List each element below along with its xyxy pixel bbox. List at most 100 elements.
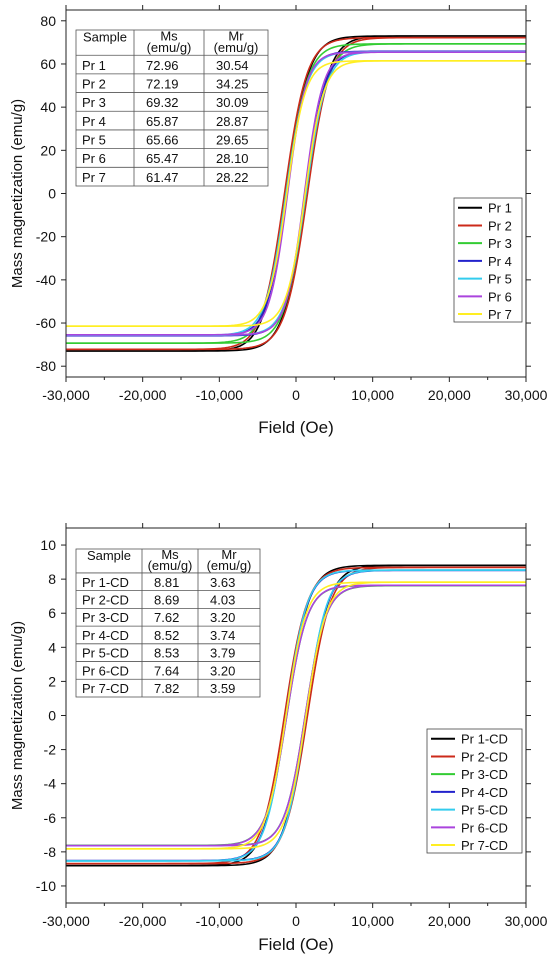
- table-frame: [75, 29, 269, 187]
- table-cell: 72.19: [146, 76, 179, 91]
- table-cell: Pr 3: [82, 95, 106, 110]
- x-tick-label: 10,000: [351, 913, 394, 929]
- y-tick-label: 10: [40, 537, 56, 553]
- table-cell: 8.69: [154, 592, 179, 607]
- data-table: Sample Ms(emu/g)Mr(emu/g)Pr 1 72.96 30.54Pr…: [75, 29, 269, 187]
- legend-label: Pr 1-CD: [461, 732, 508, 747]
- table-frame: [75, 548, 261, 698]
- x-tick-label: 20,000: [428, 913, 471, 929]
- table-cell: 61.47: [146, 170, 179, 185]
- x-axis-label: Field (Oe): [258, 935, 334, 954]
- y-tick-label: -2: [44, 742, 57, 758]
- y-tick-label: 8: [48, 571, 56, 587]
- legend-label: Pr 2: [488, 218, 512, 233]
- table-cell: Pr 3-CD: [82, 610, 129, 625]
- table-cell: 8.52: [154, 628, 179, 643]
- table-cell: Pr 4: [82, 114, 106, 129]
- legend-label: Pr 5-CD: [461, 803, 508, 818]
- x-tick-label: -10,000: [196, 913, 244, 929]
- series-line-pr-2-ascending: [66, 36, 526, 351]
- table-cell: 65.47: [146, 151, 179, 166]
- table-cell: Pr 6-CD: [82, 663, 129, 678]
- y-tick-label: 20: [40, 142, 56, 158]
- table-cell: 65.66: [146, 133, 179, 148]
- table-cell: 65.87: [146, 114, 179, 129]
- table-cell: 4.03: [210, 592, 235, 607]
- table-cell: 28.87: [216, 114, 249, 129]
- table-cell: 3.63: [210, 575, 235, 590]
- table-cell: 28.22: [216, 170, 249, 185]
- table-cell: Pr 5-CD: [82, 646, 129, 661]
- table-header: (emu/g): [148, 558, 193, 573]
- legend: Pr 1 Pr 2 Pr 3 Pr 4 Pr 5 Pr 6 Pr 7: [453, 197, 523, 323]
- y-tick-label: 60: [40, 56, 56, 72]
- y-tick-label: -4: [44, 776, 57, 792]
- y-tick-label: 4: [48, 639, 56, 655]
- y-axis-label: Mass magnetization (emu/g): [9, 621, 26, 810]
- series-line-pr-6-cd-ascending: [66, 584, 526, 847]
- legend-label: Pr 4: [488, 254, 512, 269]
- x-tick-label: 0: [292, 387, 300, 403]
- table-cell: 3.79: [210, 646, 235, 661]
- table-cell: Pr 6: [82, 151, 106, 166]
- table-cell: Pr 7-CD: [82, 681, 129, 696]
- legend-label: Pr 3: [488, 236, 512, 251]
- x-tick-label: 20,000: [428, 387, 471, 403]
- y-tick-label: 2: [48, 673, 56, 689]
- x-axis: -30,000 -20,000 -10,000 0 10,000 20,000 30,000: [42, 5, 548, 403]
- legend-label: Pr 3-CD: [461, 767, 508, 782]
- table-header: (emu/g): [214, 40, 259, 55]
- x-tick-label: -20,000: [119, 913, 167, 929]
- y-axis: -10 -8 -6 -4 -2 0 2 4 6 8 10: [36, 537, 531, 894]
- legend-label: Pr 2-CD: [461, 749, 508, 764]
- legend-label: Pr 7-CD: [461, 838, 508, 853]
- y-tick-label: -10: [36, 878, 56, 894]
- x-tick-label: 0: [292, 913, 300, 929]
- table-cell: Pr 5: [82, 133, 106, 148]
- table-header: Mr: [221, 547, 237, 562]
- table-cell: 8.53: [154, 646, 179, 661]
- table-cell: Pr 7: [82, 170, 106, 185]
- table-cell: 7.62: [154, 610, 179, 625]
- y-tick-label: 80: [40, 13, 56, 29]
- y-tick-label: -20: [36, 229, 56, 245]
- table-cell: 3.59: [210, 681, 235, 696]
- table-cell: 28.10: [216, 151, 249, 166]
- table-cell: Pr 1-CD: [82, 575, 129, 590]
- x-tick-label: -30,000: [42, 387, 90, 403]
- y-tick-label: 0: [48, 708, 56, 724]
- table-cell: 34.25: [216, 76, 249, 91]
- legend-label: Pr 5: [488, 272, 512, 287]
- y-tick-label: -80: [36, 358, 56, 374]
- x-axis: -30,000 -20,000 -10,000 0 10,000 20,000 30,000: [42, 523, 548, 929]
- table-header: Sample: [87, 548, 131, 563]
- table-cell: 30.54: [216, 58, 249, 73]
- table-cell: Pr 2: [82, 76, 106, 91]
- table-cell: 69.32: [146, 95, 179, 110]
- chart-top: Sample Ms(emu/g)Mr(emu/g)Pr 1 72.96 30.54Pr…: [9, 5, 548, 437]
- table-header: Sample: [83, 29, 127, 44]
- x-tick-label: -10,000: [196, 387, 244, 403]
- y-tick-label: -60: [36, 315, 56, 331]
- table-cell: 30.09: [216, 95, 249, 110]
- chart-bottom: Sample Ms(emu/g)Mr(emu/g)Pr 1-CD 8.81 3.63P…: [9, 523, 548, 954]
- table-header: Ms: [161, 547, 179, 562]
- legend-label: Pr 6: [488, 289, 512, 304]
- table-cell: 8.81: [154, 575, 179, 590]
- x-axis-label: Field (Oe): [258, 418, 334, 437]
- y-axis-label: Mass magnetization (emu/g): [9, 99, 26, 288]
- table-cell: 7.64: [154, 663, 179, 678]
- table-header: Mr: [228, 29, 244, 44]
- curves: [66, 35, 526, 352]
- y-tick-label: 40: [40, 99, 56, 115]
- legend-label: Pr 6-CD: [461, 820, 508, 835]
- table-cell: Pr 4-CD: [82, 628, 129, 643]
- table-cell: Pr 1: [82, 58, 106, 73]
- y-axis: -80 -60 -40 -20 0 20 40 60 80: [36, 13, 531, 374]
- legend-label: Pr 1: [488, 201, 512, 216]
- series-line-pr-7-ascending: [66, 60, 526, 327]
- y-tick-label: 0: [48, 186, 56, 202]
- table-header: (emu/g): [147, 40, 192, 55]
